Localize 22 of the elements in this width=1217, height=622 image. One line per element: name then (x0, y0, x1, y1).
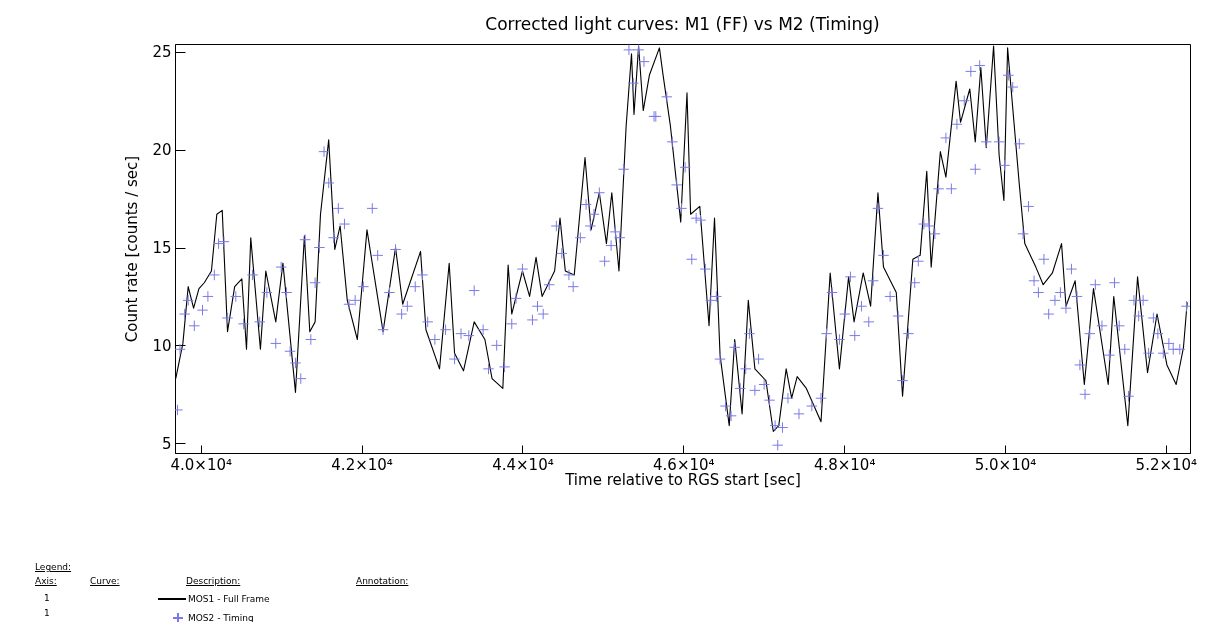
x-tick-label: 5.2×10⁴ (1135, 455, 1198, 474)
chart-title: Corrected light curves: M1 (FF) vs M2 (Timing) (485, 14, 880, 34)
legend-label: MOS2 - Timing (188, 613, 254, 622)
text: Legend: (35, 562, 72, 573)
x-tick-label: 5.0×10⁴ (974, 455, 1037, 474)
x-tick-label: 4.4×10⁴ (492, 455, 554, 474)
text: Axis: (35, 576, 57, 587)
text: Annotation: (356, 576, 409, 587)
y-tick-label: 5 (161, 434, 172, 453)
y-tick-label: 10 (152, 336, 172, 355)
x-tick-label: 4.0×10⁴ (170, 455, 232, 474)
x-tick-label: 4.8×10⁴ (813, 455, 876, 474)
text: Description: (186, 576, 241, 587)
text: Curve: (90, 576, 120, 587)
text: 1 (44, 593, 50, 604)
y-tick-label: 25 (152, 43, 172, 62)
y-tick-label: 15 (152, 239, 172, 258)
text: 1 (44, 608, 50, 619)
y-tick-label: 20 (152, 141, 172, 160)
x-tick-label: 4.2×10⁴ (331, 455, 393, 474)
y-axis-title: Count rate [counts / sec] (123, 155, 142, 343)
legend-label: MOS1 - Full Frame (188, 594, 271, 604)
